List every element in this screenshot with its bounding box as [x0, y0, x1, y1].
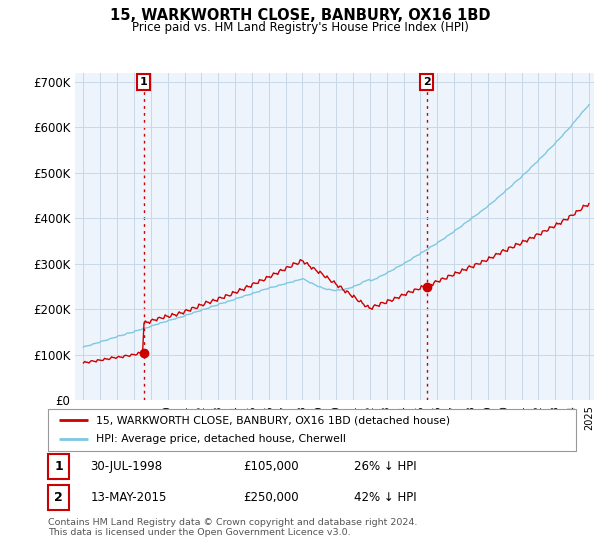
Text: 13-MAY-2015: 13-MAY-2015 — [90, 491, 167, 504]
Text: £105,000: £105,000 — [244, 460, 299, 473]
Text: 1: 1 — [54, 460, 63, 473]
Text: 2: 2 — [54, 491, 63, 504]
Text: Contains HM Land Registry data © Crown copyright and database right 2024.
This d: Contains HM Land Registry data © Crown c… — [48, 518, 418, 538]
Text: £250,000: £250,000 — [244, 491, 299, 504]
Text: 42% ↓ HPI: 42% ↓ HPI — [354, 491, 417, 504]
Text: 15, WARKWORTH CLOSE, BANBURY, OX16 1BD (detached house): 15, WARKWORTH CLOSE, BANBURY, OX16 1BD (… — [95, 415, 449, 425]
FancyBboxPatch shape — [48, 486, 69, 510]
Text: 26% ↓ HPI: 26% ↓ HPI — [354, 460, 417, 473]
Text: HPI: Average price, detached house, Cherwell: HPI: Average price, detached house, Cher… — [95, 435, 346, 445]
Text: Price paid vs. HM Land Registry's House Price Index (HPI): Price paid vs. HM Land Registry's House … — [131, 21, 469, 34]
Text: 15, WARKWORTH CLOSE, BANBURY, OX16 1BD: 15, WARKWORTH CLOSE, BANBURY, OX16 1BD — [110, 8, 490, 24]
Text: 30-JUL-1998: 30-JUL-1998 — [90, 460, 163, 473]
FancyBboxPatch shape — [48, 454, 69, 479]
Text: 2: 2 — [423, 77, 431, 87]
Text: 1: 1 — [140, 77, 148, 87]
